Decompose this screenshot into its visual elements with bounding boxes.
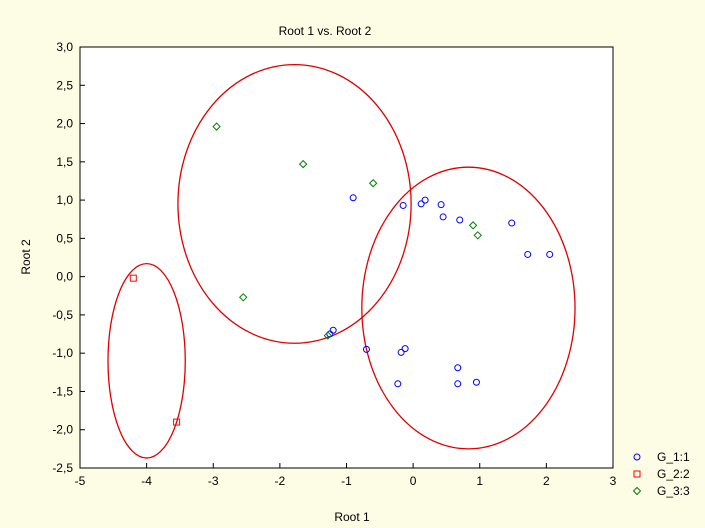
ellipse-layer bbox=[107, 63, 576, 459]
legend: G_1:1 G_2:2 G_3:3 bbox=[632, 450, 690, 498]
x-axis-title: Root 1 bbox=[334, 510, 370, 524]
y-tick-label: 0,5 bbox=[56, 231, 73, 245]
legend-marker bbox=[633, 453, 641, 461]
y-tick-label: 0,0 bbox=[56, 270, 73, 284]
data-point bbox=[524, 250, 532, 258]
x-tick-label: 2 bbox=[543, 474, 550, 488]
confidence-ellipse bbox=[177, 63, 412, 344]
x-tick-label: -5 bbox=[75, 474, 86, 488]
y-tick-label: 1,0 bbox=[56, 193, 73, 207]
y-tick-label: 2,5 bbox=[56, 78, 73, 92]
data-point bbox=[397, 348, 405, 356]
data-point bbox=[239, 293, 248, 302]
confidence-ellipse bbox=[107, 262, 186, 459]
y-tick-label: 1,5 bbox=[56, 155, 73, 169]
data-point bbox=[439, 213, 447, 221]
data-point bbox=[298, 159, 308, 169]
y-tick-label: -1,5 bbox=[52, 384, 73, 398]
confidence-ellipse bbox=[361, 166, 576, 450]
data-point bbox=[173, 418, 181, 426]
data-point bbox=[349, 194, 357, 202]
data-point bbox=[454, 364, 462, 372]
data-point bbox=[472, 378, 480, 386]
data-point bbox=[362, 345, 370, 353]
data-point bbox=[456, 216, 464, 224]
data-point bbox=[212, 122, 221, 131]
x-tick-label: 0 bbox=[410, 474, 417, 488]
data-point bbox=[323, 331, 333, 340]
x-tick-label: 3 bbox=[610, 474, 617, 488]
x-tick-label: 1 bbox=[476, 474, 483, 488]
y-tick-label: -2,0 bbox=[52, 423, 73, 437]
legend-label: G_1:1 bbox=[657, 450, 690, 464]
legend-label: G_3:3 bbox=[657, 484, 690, 498]
x-axis: -5 -4 -3 -2 -1 0 1 2 3 bbox=[75, 463, 617, 488]
data-point bbox=[401, 345, 409, 353]
x-tick-label: -2 bbox=[275, 474, 286, 488]
plot-area bbox=[79, 46, 614, 469]
point-layer bbox=[129, 122, 554, 426]
data-point bbox=[417, 200, 425, 208]
legend-marker bbox=[632, 486, 642, 496]
x-tick-label: -4 bbox=[141, 474, 152, 488]
legend-marker bbox=[633, 470, 641, 478]
data-point bbox=[473, 231, 482, 240]
data-point bbox=[468, 221, 478, 230]
y-tick-label: 2,0 bbox=[56, 117, 73, 131]
y-tick-label: -0,5 bbox=[52, 308, 73, 322]
data-point bbox=[129, 274, 137, 282]
data-point bbox=[546, 250, 554, 258]
y-axis-title: Root 2 bbox=[19, 239, 33, 275]
data-point bbox=[421, 196, 429, 204]
y-axis: 3,0 2,5 2,0 1,5 1,0 0,5 0,0 -0,5 -1,0 -1,5 -2,0 -2,… bbox=[52, 40, 85, 475]
chart-title: Root 1 vs. Root 2 bbox=[279, 24, 372, 38]
data-point bbox=[454, 380, 462, 388]
y-tick-label: -1,0 bbox=[52, 346, 73, 360]
y-tick-label: -2,5 bbox=[52, 461, 73, 475]
y-tick-label: 3,0 bbox=[56, 40, 73, 54]
data-point bbox=[399, 201, 407, 209]
x-tick-label: -1 bbox=[341, 474, 352, 488]
data-point bbox=[508, 219, 516, 227]
legend-label: G_2:2 bbox=[657, 467, 690, 481]
x-tick-label: -3 bbox=[208, 474, 219, 488]
data-point bbox=[437, 201, 445, 209]
data-point bbox=[394, 380, 402, 388]
data-point bbox=[368, 179, 378, 188]
